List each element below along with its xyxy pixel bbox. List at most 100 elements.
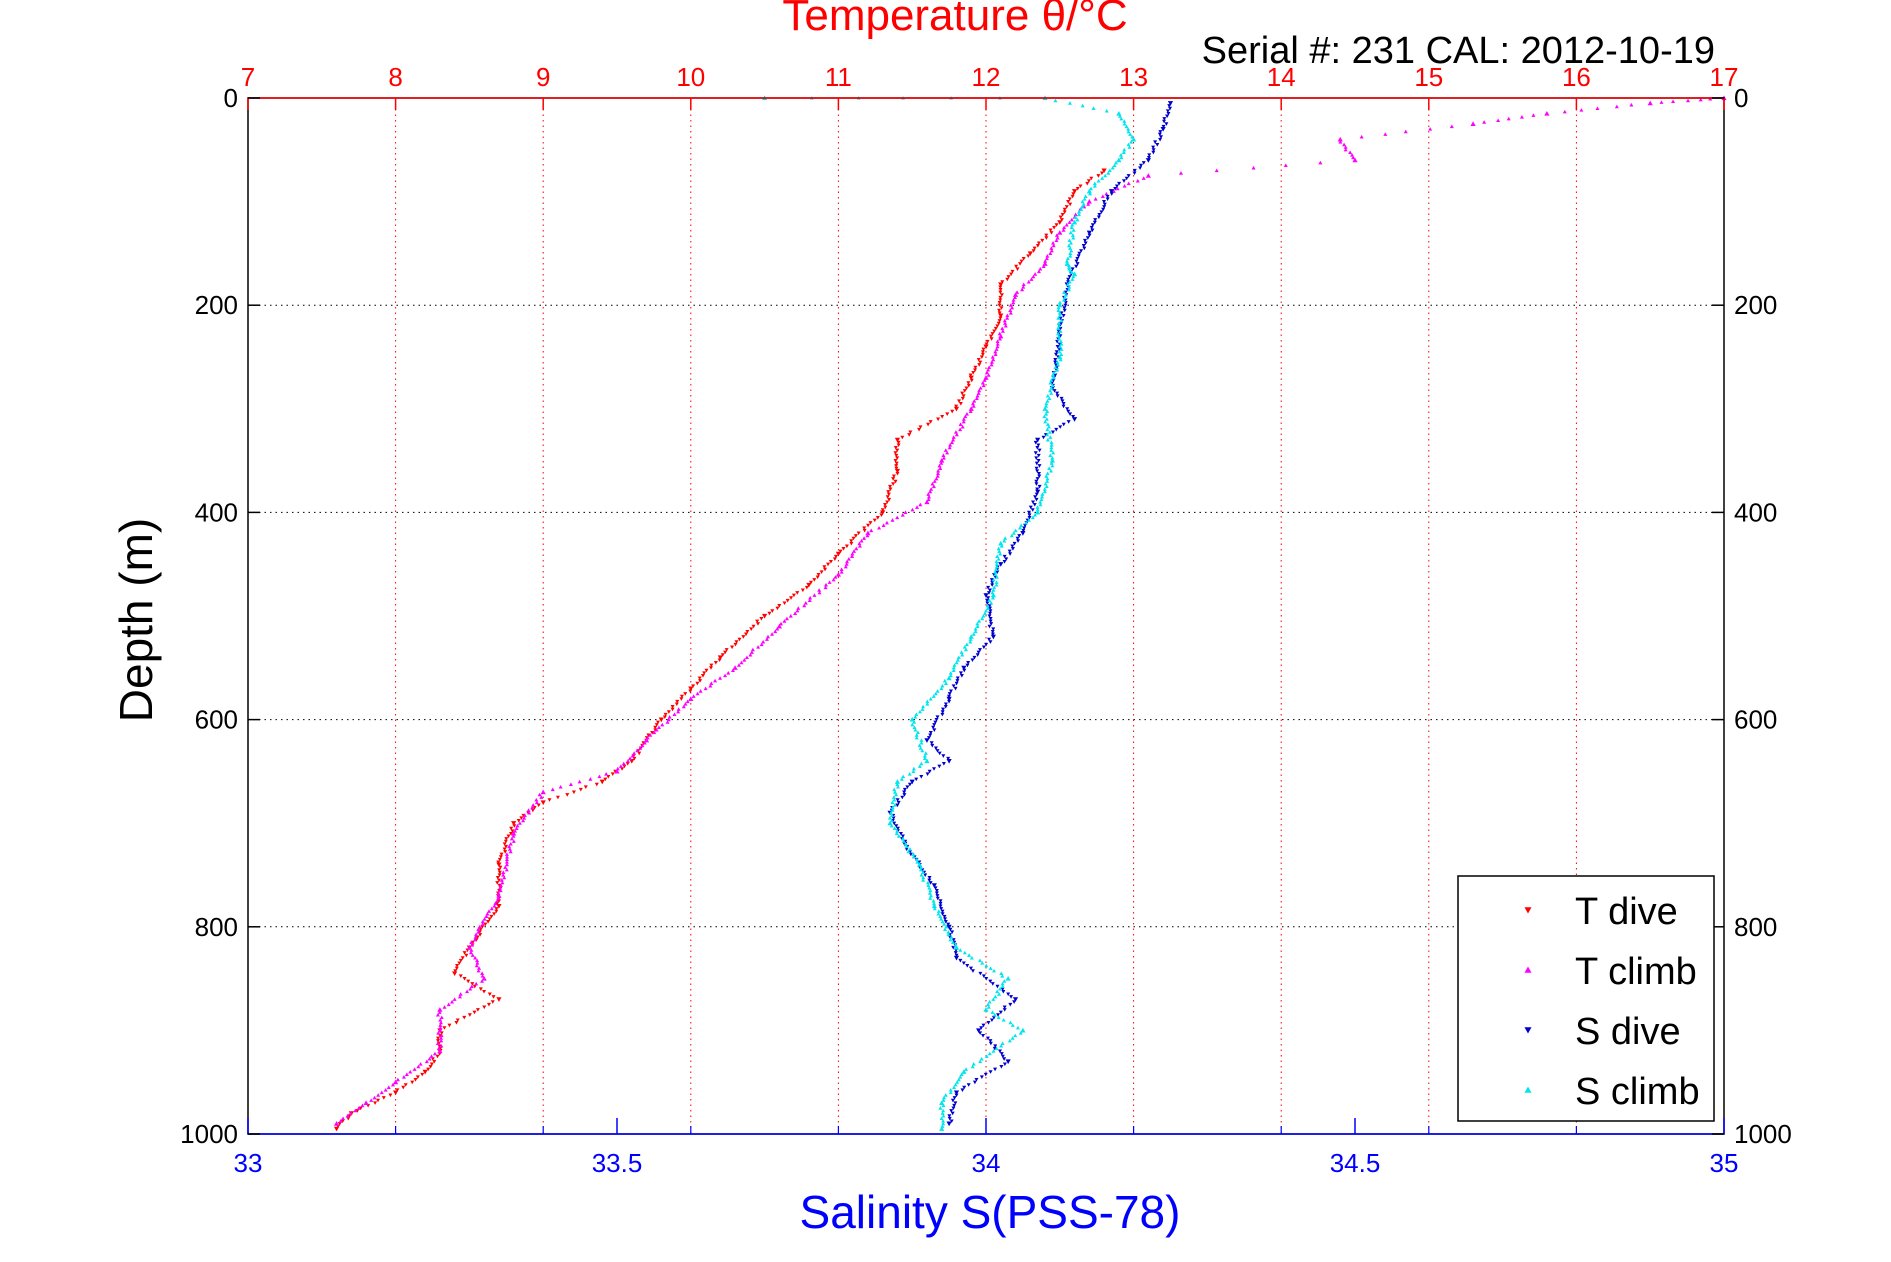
data-point xyxy=(995,342,1000,346)
data-point xyxy=(484,914,489,919)
data-point xyxy=(653,725,658,730)
data-point xyxy=(730,645,735,650)
data-point xyxy=(1035,489,1041,495)
data-point xyxy=(393,1079,399,1085)
data-point xyxy=(507,847,512,851)
data-point xyxy=(1056,329,1061,334)
data-point xyxy=(1531,113,1536,117)
data-point xyxy=(504,844,509,849)
data-point xyxy=(1059,396,1064,401)
data-point xyxy=(663,712,668,717)
data-point xyxy=(994,564,999,569)
data-point xyxy=(995,984,1000,989)
data-point xyxy=(702,671,707,675)
data-point xyxy=(973,629,978,634)
grid-lines xyxy=(248,98,1724,1134)
data-point xyxy=(755,619,760,624)
legend-marker xyxy=(1524,907,1532,914)
data-point xyxy=(950,940,955,944)
data-point xyxy=(997,319,1002,323)
data-point xyxy=(494,907,499,911)
data-point xyxy=(998,288,1003,292)
data-point xyxy=(497,870,502,875)
data-point xyxy=(679,694,684,699)
data-point xyxy=(816,572,821,577)
data-point xyxy=(1351,155,1356,160)
data-point xyxy=(941,453,946,458)
data-point xyxy=(1043,259,1048,263)
data-point xyxy=(978,386,983,390)
data-point xyxy=(1036,471,1041,476)
data-point xyxy=(951,668,956,672)
data-point xyxy=(438,1025,443,1030)
data-point xyxy=(1047,466,1052,470)
data-point xyxy=(1147,153,1152,157)
data-point xyxy=(519,816,524,821)
depth-tick-label-left: 600 xyxy=(195,705,238,735)
data-point xyxy=(925,702,930,706)
data-point xyxy=(1118,152,1123,157)
data-point xyxy=(478,987,483,991)
data-point xyxy=(438,1020,443,1025)
data-point xyxy=(1071,417,1078,422)
data-point xyxy=(1011,531,1016,535)
data-point xyxy=(953,1090,960,1096)
data-point xyxy=(985,339,990,344)
data-point xyxy=(489,914,494,919)
data-point xyxy=(369,1098,374,1102)
data-point xyxy=(1338,140,1343,144)
data-point xyxy=(1071,274,1076,279)
data-point xyxy=(964,642,969,647)
data-point xyxy=(751,624,756,629)
data-point xyxy=(650,730,655,735)
data-point xyxy=(480,919,485,924)
data-point xyxy=(1164,122,1169,126)
data-point xyxy=(999,306,1004,310)
data-point xyxy=(1081,202,1086,206)
data-point xyxy=(997,303,1002,308)
data-point xyxy=(486,1002,491,1007)
data-point xyxy=(637,751,642,756)
data-point xyxy=(892,826,897,830)
data-point xyxy=(846,557,851,561)
data-point xyxy=(993,326,998,331)
data-point xyxy=(997,336,1002,341)
data-point xyxy=(970,658,975,663)
data-point xyxy=(482,989,487,994)
data-point xyxy=(951,684,956,688)
data-point xyxy=(940,912,945,916)
data-point xyxy=(893,446,898,450)
data-point xyxy=(1124,124,1129,129)
data-point xyxy=(346,1116,351,1121)
data-point xyxy=(796,606,801,610)
data-point xyxy=(1054,238,1059,243)
data-point xyxy=(527,810,532,815)
data-point xyxy=(1029,277,1034,281)
data-point xyxy=(1119,116,1124,121)
data-point xyxy=(437,1010,442,1014)
data-point xyxy=(936,468,941,473)
data-point xyxy=(1040,238,1045,243)
data-point xyxy=(1070,194,1075,199)
data-point xyxy=(971,401,976,406)
data-point xyxy=(1011,300,1016,305)
data-point xyxy=(493,901,498,906)
data-point xyxy=(973,626,978,631)
data-point xyxy=(1647,100,1653,106)
data-point xyxy=(481,976,487,981)
data-point xyxy=(991,1015,996,1020)
data-point xyxy=(986,367,991,372)
data-point xyxy=(1130,134,1135,139)
data-point xyxy=(457,994,462,999)
data-point xyxy=(507,844,512,849)
data-point xyxy=(521,818,526,823)
data-point xyxy=(1071,235,1076,240)
data-point xyxy=(1009,272,1014,277)
data-point xyxy=(1042,489,1047,494)
data-point xyxy=(1062,225,1067,230)
data-point xyxy=(1063,290,1068,295)
data-point xyxy=(470,982,475,986)
data-point xyxy=(1005,313,1010,318)
data-point xyxy=(986,1021,991,1025)
legend-label: T climb xyxy=(1575,951,1697,993)
